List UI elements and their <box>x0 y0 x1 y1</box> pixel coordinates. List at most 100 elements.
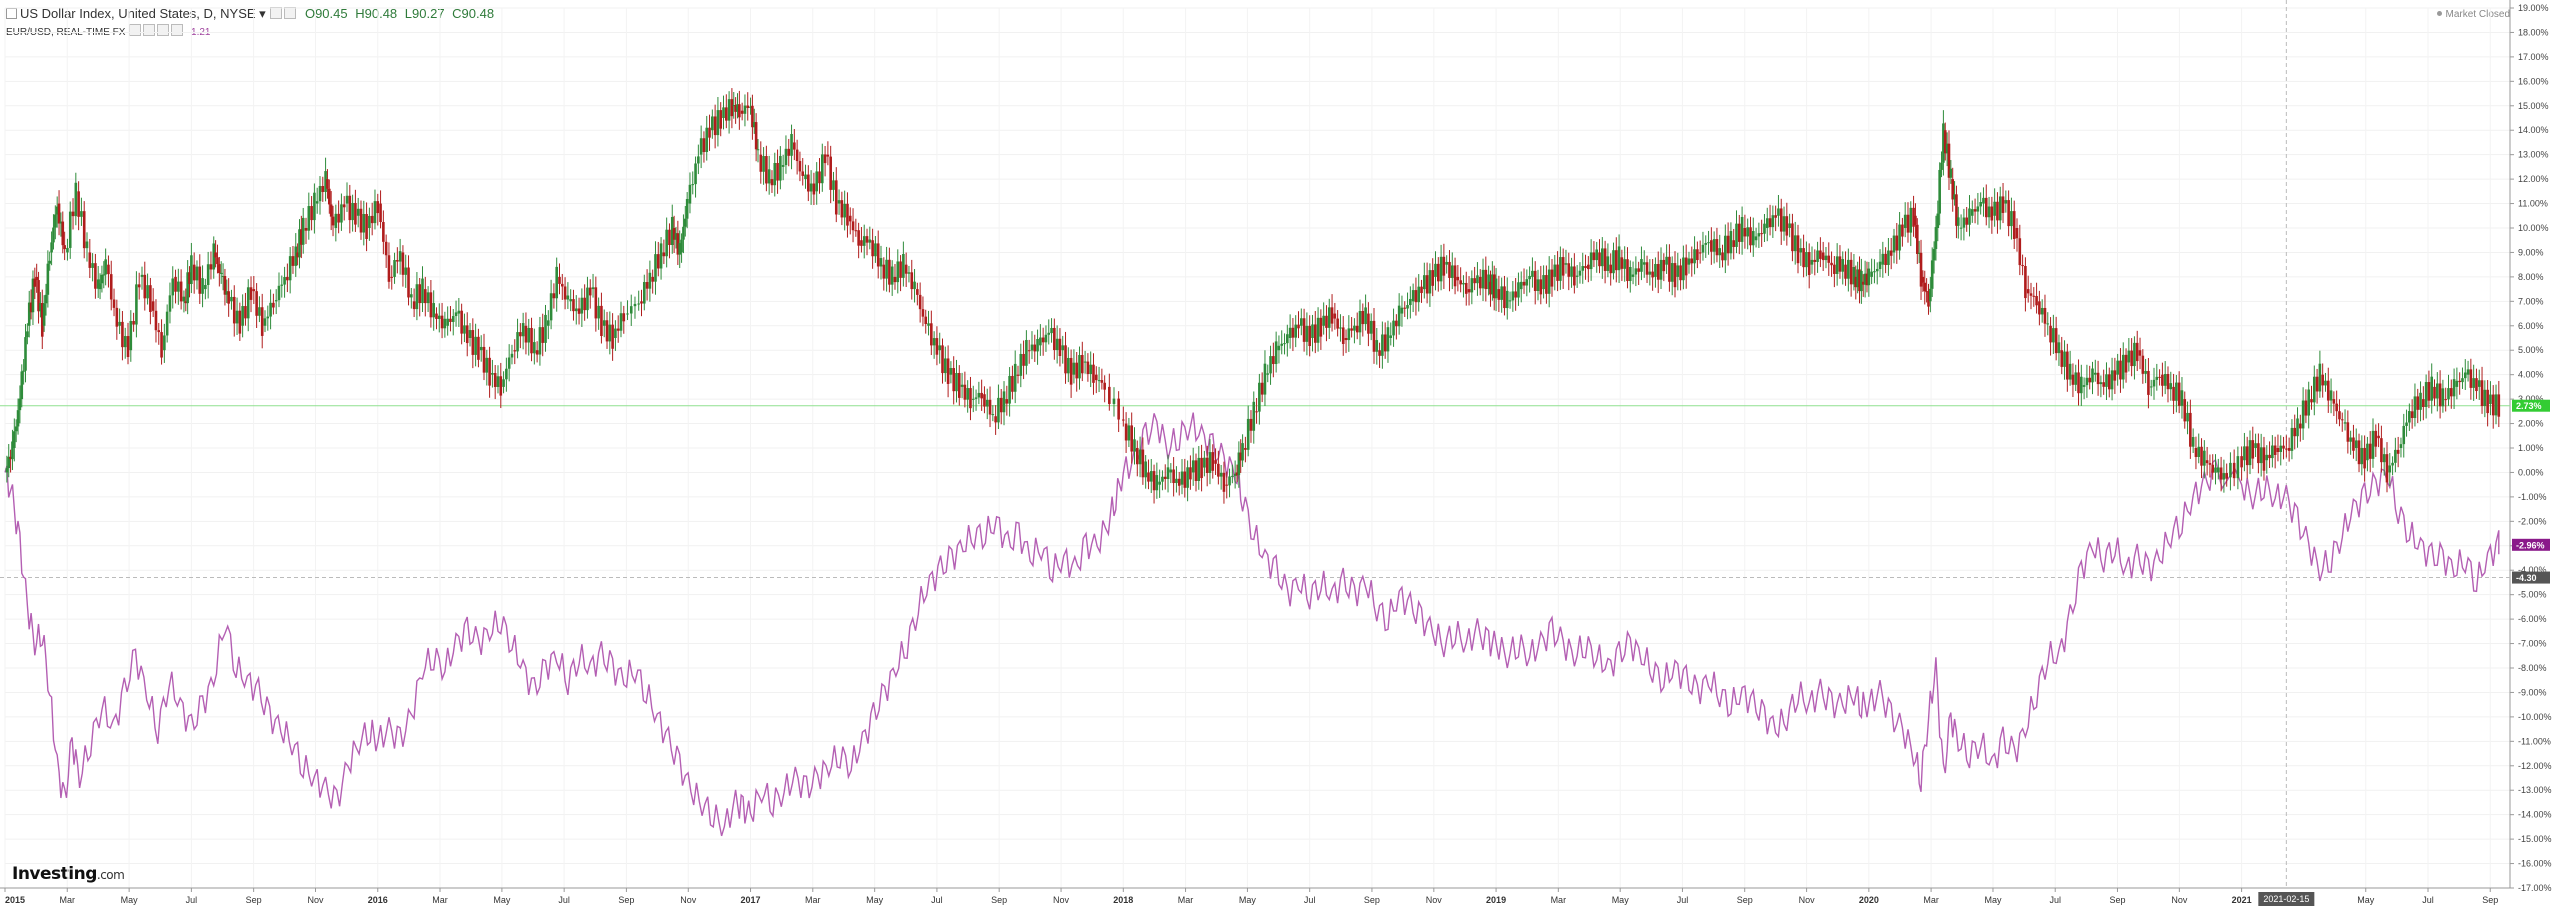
format-control-icon[interactable] <box>143 24 156 36</box>
candle <box>2043 294 2047 337</box>
candle-body <box>2068 363 2072 380</box>
candle-body <box>547 320 550 326</box>
symbol-title[interactable]: US Dollar Index, United States, D, NYSE <box>20 6 256 21</box>
candle-body <box>2010 211 2013 227</box>
candle-body <box>1383 334 1387 352</box>
candle-body <box>1993 201 1996 216</box>
candle <box>2057 334 2061 366</box>
candle-body <box>2357 440 2361 465</box>
candle <box>1058 328 1062 367</box>
candle-body <box>1386 327 1390 352</box>
candle-body <box>1277 345 1281 351</box>
candle <box>2424 374 2428 419</box>
candle-body <box>1103 382 1106 390</box>
candle-body <box>670 217 674 246</box>
candle-body <box>1617 246 1621 271</box>
candle-body <box>39 303 42 312</box>
candle <box>1539 265 1543 305</box>
candle <box>776 149 779 194</box>
candle-body <box>2121 354 2125 380</box>
y-tick-label: -10.00% <box>2518 712 2552 722</box>
visibility-control-icon[interactable] <box>129 24 142 36</box>
candle <box>1901 217 1904 247</box>
candle <box>66 238 69 261</box>
candle-body <box>1208 452 1212 473</box>
candle <box>2163 361 2167 395</box>
candle <box>298 219 301 269</box>
candle <box>2293 414 2297 450</box>
candle-body <box>74 182 78 217</box>
candle-body <box>1336 318 1339 329</box>
candle <box>115 299 119 340</box>
candle-body <box>277 285 281 301</box>
candle-body <box>2452 379 2456 397</box>
candle <box>694 156 697 198</box>
candle <box>2172 373 2175 414</box>
candle <box>2329 378 2333 414</box>
more-control-icon[interactable] <box>171 24 184 36</box>
candle-body <box>885 259 888 279</box>
candle-body <box>1100 380 1104 383</box>
candle-body <box>2060 350 2064 367</box>
candle <box>2265 445 2269 474</box>
candle <box>2066 343 2069 392</box>
candle <box>33 267 37 300</box>
candle <box>2385 442 2389 493</box>
candle <box>291 245 295 274</box>
candle-body <box>980 392 983 399</box>
candle-body <box>1069 357 1073 385</box>
candle-body <box>1064 345 1067 374</box>
candle <box>513 339 517 365</box>
candle-body <box>1721 252 1724 261</box>
candle-body <box>118 321 121 326</box>
candle-body <box>1875 268 1879 272</box>
x-tick-label: Sep <box>1737 895 1753 905</box>
candle <box>1934 215 1938 261</box>
candle-body <box>637 303 641 305</box>
candle-body <box>1341 327 1345 344</box>
candle-body <box>1768 218 1772 228</box>
candle-body <box>1858 269 1861 292</box>
candle <box>1791 213 1794 262</box>
candle <box>2147 358 2150 409</box>
candle <box>533 328 536 365</box>
remove-control-icon[interactable] <box>157 24 170 36</box>
candle <box>2180 377 2184 419</box>
candle-body <box>1539 279 1543 295</box>
candle-body <box>1233 473 1237 476</box>
candle-body <box>1019 353 1023 376</box>
collapse-icon[interactable]: ▾ <box>259 6 266 21</box>
candle-body <box>1659 259 1663 280</box>
candle <box>616 315 620 343</box>
candle-body <box>1133 439 1136 452</box>
candle-body <box>1945 143 1949 154</box>
candle-body <box>387 255 391 282</box>
candle <box>577 297 581 325</box>
candle-body <box>1881 253 1885 265</box>
candle <box>174 269 177 304</box>
candle-body <box>1030 344 1034 351</box>
candle <box>569 289 572 312</box>
candle-body <box>221 276 225 278</box>
candle <box>1330 294 1334 332</box>
candle <box>1505 277 1509 320</box>
candle <box>446 306 449 336</box>
candle-body <box>2396 449 2400 454</box>
candle <box>1036 329 1039 365</box>
candle-body <box>398 251 402 262</box>
candle <box>1255 398 1258 424</box>
candle <box>61 211 65 254</box>
candle <box>2382 447 2386 476</box>
candle <box>1844 251 1847 286</box>
candle-body <box>1112 398 1116 404</box>
candle <box>2396 436 2400 468</box>
candle <box>1528 266 1531 293</box>
candle <box>1601 237 1604 279</box>
candle <box>798 151 802 182</box>
candle-body <box>787 148 791 156</box>
candle-body <box>1203 457 1206 468</box>
candle <box>865 228 869 256</box>
candle-body <box>1505 290 1509 309</box>
candle-body <box>1895 235 1899 251</box>
